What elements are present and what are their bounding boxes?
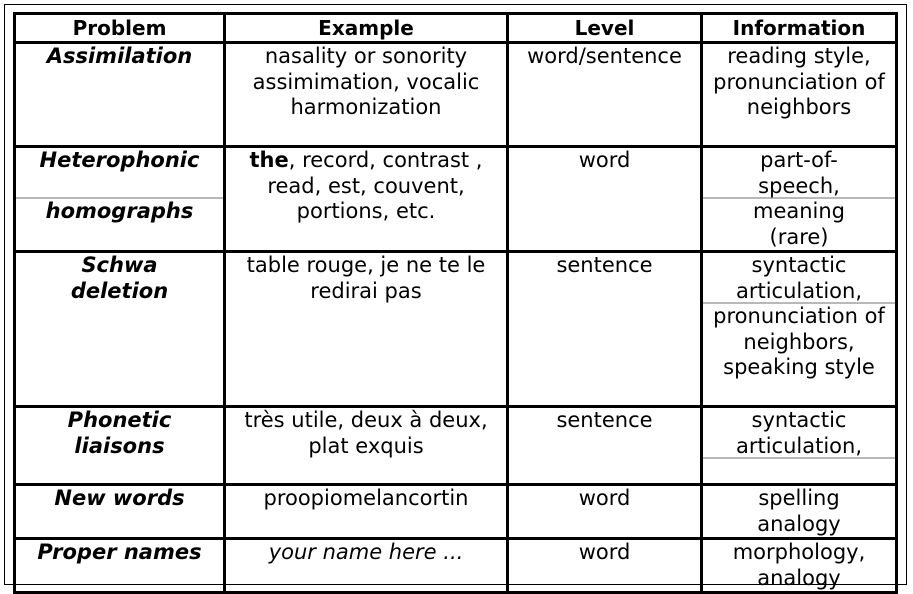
- header-information: Information: [700, 12, 898, 44]
- problems-table: Problem Example Level Information Assimi…: [13, 12, 898, 594]
- example-cell: très utile, deux à deux, plat exquis: [223, 405, 509, 486]
- table-row: Heterophonic homographs the, record, con…: [13, 145, 898, 253]
- information-text: syntactic articulation,: [735, 408, 863, 458]
- example-cell: the, record, contrast , read, est, couve…: [223, 145, 509, 253]
- problem-cell: Schwa deletion: [13, 250, 226, 408]
- information-cell: spelling analogy: [700, 483, 898, 540]
- example-cell: proopiomelancortin: [223, 483, 509, 540]
- level-cell: word: [506, 537, 703, 594]
- header-row: Problem Example Level Information: [13, 12, 898, 44]
- table-row: Proper names your name here ... word mor…: [13, 537, 898, 594]
- information-text: reading style, pronunciation of neighbor…: [713, 44, 885, 120]
- information-cell: syntactic articulation,: [700, 405, 898, 486]
- table-row: New words proopiomelancortin word spelli…: [13, 483, 898, 540]
- header-example: Example: [223, 12, 509, 44]
- example-emphasis: the: [249, 148, 289, 173]
- information-cell: part-of-speech, meaning (rare): [700, 145, 898, 253]
- information-text: meaning (rare): [704, 197, 894, 249]
- level-cell: word: [506, 145, 703, 253]
- information-text: pronunciation of neighbors, speaking sty…: [704, 302, 894, 381]
- level-cell: sentence: [506, 405, 703, 486]
- table-row: Schwa deletion table rouge, je ne te le …: [13, 250, 898, 408]
- problem-cell: Phonetic liaisons: [13, 405, 226, 486]
- information-divider: [704, 457, 894, 459]
- example-cell: table rouge, je ne te le redirai pas: [223, 250, 509, 408]
- table-row: Assimilation nasality or sonority assimi…: [13, 41, 898, 148]
- problem-cell: New words: [13, 483, 226, 540]
- problem-text: Heterophonic: [39, 148, 200, 173]
- level-cell: sentence: [506, 250, 703, 408]
- level-cell: word: [506, 483, 703, 540]
- header-problem: Problem: [13, 12, 226, 44]
- information-text: syntactic articulation,: [735, 253, 863, 303]
- problem-cell: Heterophonic homographs: [13, 145, 226, 253]
- information-cell: syntactic articulation, pronunciation of…: [700, 250, 898, 408]
- example-cell: nasality or sonority assimimation, vocal…: [223, 41, 509, 148]
- problem-cell: Proper names: [13, 537, 226, 594]
- level-cell: word/sentence: [506, 41, 703, 148]
- example-cell: your name here ...: [223, 537, 509, 594]
- table-row: Phonetic liaisons très utile, deux à deu…: [13, 405, 898, 486]
- problem-cell: Assimilation: [13, 41, 226, 148]
- information-cell: morphology, analogy: [700, 537, 898, 594]
- example-text: , record, contrast , read, est, couvent,…: [267, 148, 483, 224]
- problem-text: homographs: [17, 197, 222, 225]
- header-level: Level: [506, 12, 703, 44]
- information-text: part-of-speech,: [758, 148, 840, 198]
- information-cell: reading style, pronunciation of neighbor…: [700, 41, 898, 148]
